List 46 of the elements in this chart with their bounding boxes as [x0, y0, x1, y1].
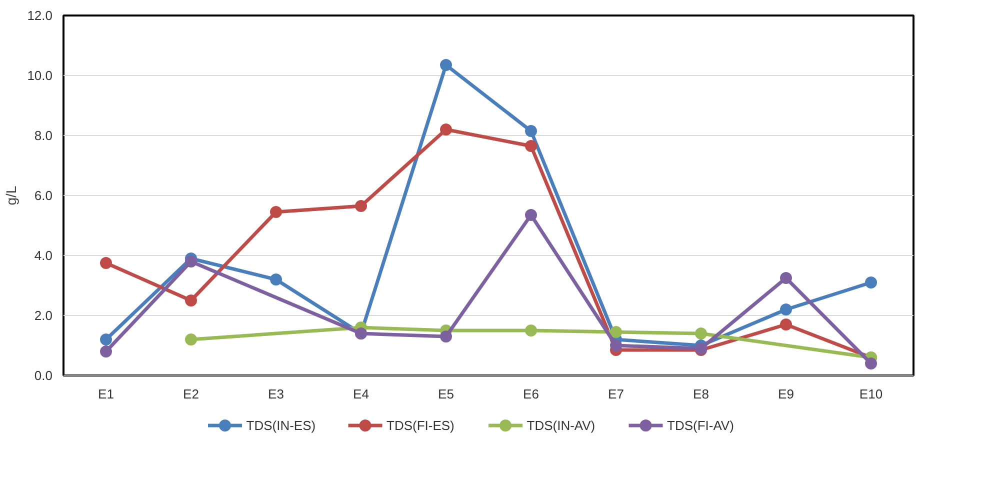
x-tick-label: E4	[353, 386, 369, 402]
point	[270, 274, 282, 286]
point	[865, 276, 877, 288]
point	[185, 334, 197, 346]
x-tick-label: E6	[523, 386, 539, 402]
y-tick-label: 2.0	[34, 308, 53, 323]
point	[270, 206, 282, 218]
y-tick-label: 4.0	[34, 248, 53, 263]
point	[100, 346, 112, 358]
y-axis-title: g/L	[3, 186, 20, 206]
point	[525, 140, 537, 152]
y-tick-label: 6.0	[34, 188, 53, 203]
point	[440, 124, 452, 136]
legend-label: TDS(IN-AV)	[526, 418, 596, 433]
point	[525, 125, 537, 137]
legend-label: TDS(FI-ES)	[386, 418, 454, 433]
x-tick-label: E1	[98, 386, 114, 402]
y-tick-label: 10.0	[27, 68, 53, 83]
x-tick-label: E7	[608, 386, 624, 402]
x-tick-label: E2	[183, 386, 199, 402]
point	[100, 334, 112, 346]
legend-label: TDS(FI-AV)	[667, 418, 734, 433]
y-tick-label: 8.0	[34, 128, 53, 143]
point	[100, 257, 112, 269]
point	[780, 318, 792, 330]
point	[865, 358, 877, 370]
point	[525, 209, 537, 221]
point	[610, 326, 622, 338]
point	[695, 328, 707, 340]
point	[525, 324, 537, 336]
x-tick-label: E9	[778, 386, 794, 402]
point	[185, 294, 197, 306]
point	[355, 200, 367, 212]
point	[780, 304, 792, 316]
point	[440, 59, 452, 71]
x-tick-label: E10	[859, 386, 883, 402]
legend-label: TDS(IN-ES)	[246, 418, 316, 433]
y-tick-label: 0.0	[34, 368, 53, 383]
x-tick-label: E5	[438, 386, 454, 402]
point	[780, 272, 792, 284]
y-tick-label: 12.0	[27, 8, 53, 23]
x-tick-label: E8	[693, 386, 709, 402]
x-tick-label: E3	[268, 386, 284, 402]
point	[185, 256, 197, 268]
point	[440, 330, 452, 342]
point	[610, 340, 622, 352]
